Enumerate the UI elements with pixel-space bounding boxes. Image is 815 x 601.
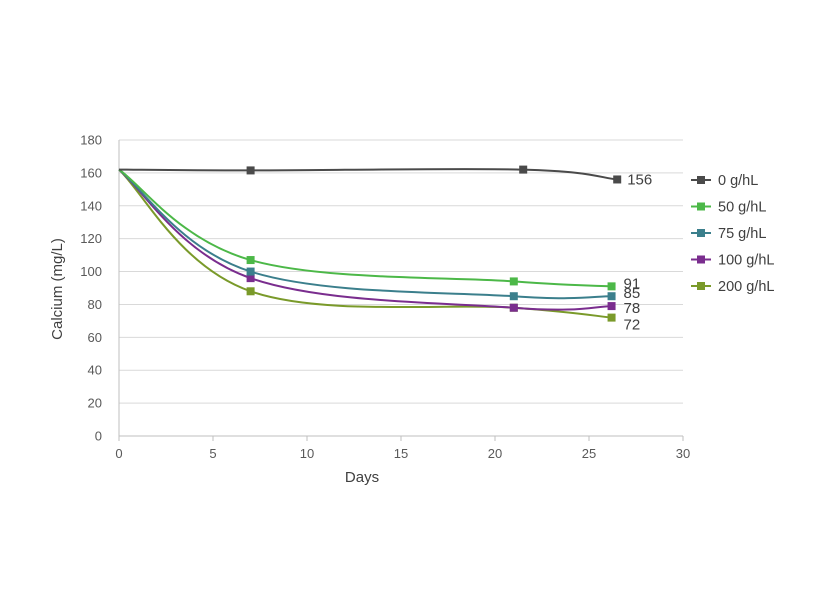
legend-swatch-marker: [697, 202, 705, 211]
data-point-marker: [509, 292, 518, 301]
series-100-g-hL: [118, 168, 616, 312]
series-line: [118, 168, 612, 319]
y-tick-label: 160: [80, 165, 102, 180]
x-tick-label: 15: [394, 446, 408, 461]
y-tick-label: 180: [80, 133, 102, 148]
data-point-marker: [613, 175, 622, 184]
legend-label: 0 g/hL: [718, 173, 758, 189]
legend-label: 75 g/hL: [718, 226, 766, 242]
end-value-label: 72: [624, 317, 641, 334]
y-tick-label: 0: [95, 429, 102, 444]
y-tick-label: 60: [88, 330, 102, 345]
x-tick-label: 30: [676, 446, 690, 461]
legend-label: 50 g/hL: [718, 200, 766, 216]
x-tick-label: 5: [209, 446, 216, 461]
end-value-label: 156: [627, 171, 652, 188]
x-axis-title: Days: [345, 469, 379, 486]
data-point-marker: [246, 287, 255, 296]
x-tick-label: 20: [488, 446, 502, 461]
gridlines: [119, 139, 683, 404]
legend-item: 200 g/hL: [691, 279, 774, 295]
series-line: [118, 168, 612, 288]
data-point-marker: [519, 165, 528, 174]
data-point-marker: [607, 302, 616, 311]
y-tick-label: 100: [80, 264, 102, 279]
legend-swatch-marker: [697, 176, 705, 184]
legend-label: 200 g/hL: [718, 279, 774, 295]
x-tick-label: 10: [300, 446, 314, 461]
end-value-label: 85: [624, 285, 641, 302]
series-50-g-hL: [118, 168, 616, 291]
legend-label: 100 g/hL: [718, 253, 774, 269]
data-point-marker: [246, 166, 255, 175]
axes: [118, 140, 683, 437]
data-point-marker: [246, 267, 255, 276]
series-75-g-hL: [118, 168, 616, 301]
series-0-g-hL: [118, 165, 622, 184]
y-tick-label: 140: [80, 198, 102, 213]
y-tick-label: 20: [88, 396, 102, 411]
series-lines: [118, 165, 622, 322]
legend-swatch-marker: [697, 255, 705, 264]
series-line: [118, 168, 612, 311]
legend-item: 75 g/hL: [691, 226, 766, 242]
series-line: [118, 168, 618, 181]
x-tick-label: 25: [582, 446, 596, 461]
data-point-marker: [509, 303, 518, 312]
x-axis-ticks: 0 5 10 15 20 25 30: [115, 436, 690, 461]
series-line: [118, 168, 612, 300]
x-tick-label: 0: [115, 446, 122, 461]
data-point-marker: [607, 292, 616, 301]
y-tick-label: 80: [88, 297, 102, 312]
data-point-marker: [607, 313, 616, 322]
legend-item: 0 g/hL: [691, 173, 758, 189]
y-axis-ticks: 0 20 40 60 80 100 120 140 160 180: [80, 133, 102, 444]
data-point-marker: [246, 274, 255, 283]
data-point-marker: [607, 282, 616, 291]
legend-swatch-marker: [697, 282, 705, 290]
legend-item: 100 g/hL: [691, 253, 774, 269]
y-tick-label: 40: [88, 363, 102, 378]
end-value-label: 91: [624, 275, 641, 292]
y-axis-title: Calcium (mg/L): [49, 238, 66, 340]
legend-item: 50 g/hL: [691, 200, 766, 216]
end-value-label: 78: [624, 300, 641, 317]
legend: 0 g/hL 50 g/hL 75 g/hL 100 g/hL 200 g/hL: [691, 173, 774, 295]
legend-swatch-marker: [697, 229, 705, 237]
data-point-marker: [509, 277, 518, 286]
y-tick-label: 120: [80, 231, 102, 246]
data-point-marker: [246, 256, 255, 265]
